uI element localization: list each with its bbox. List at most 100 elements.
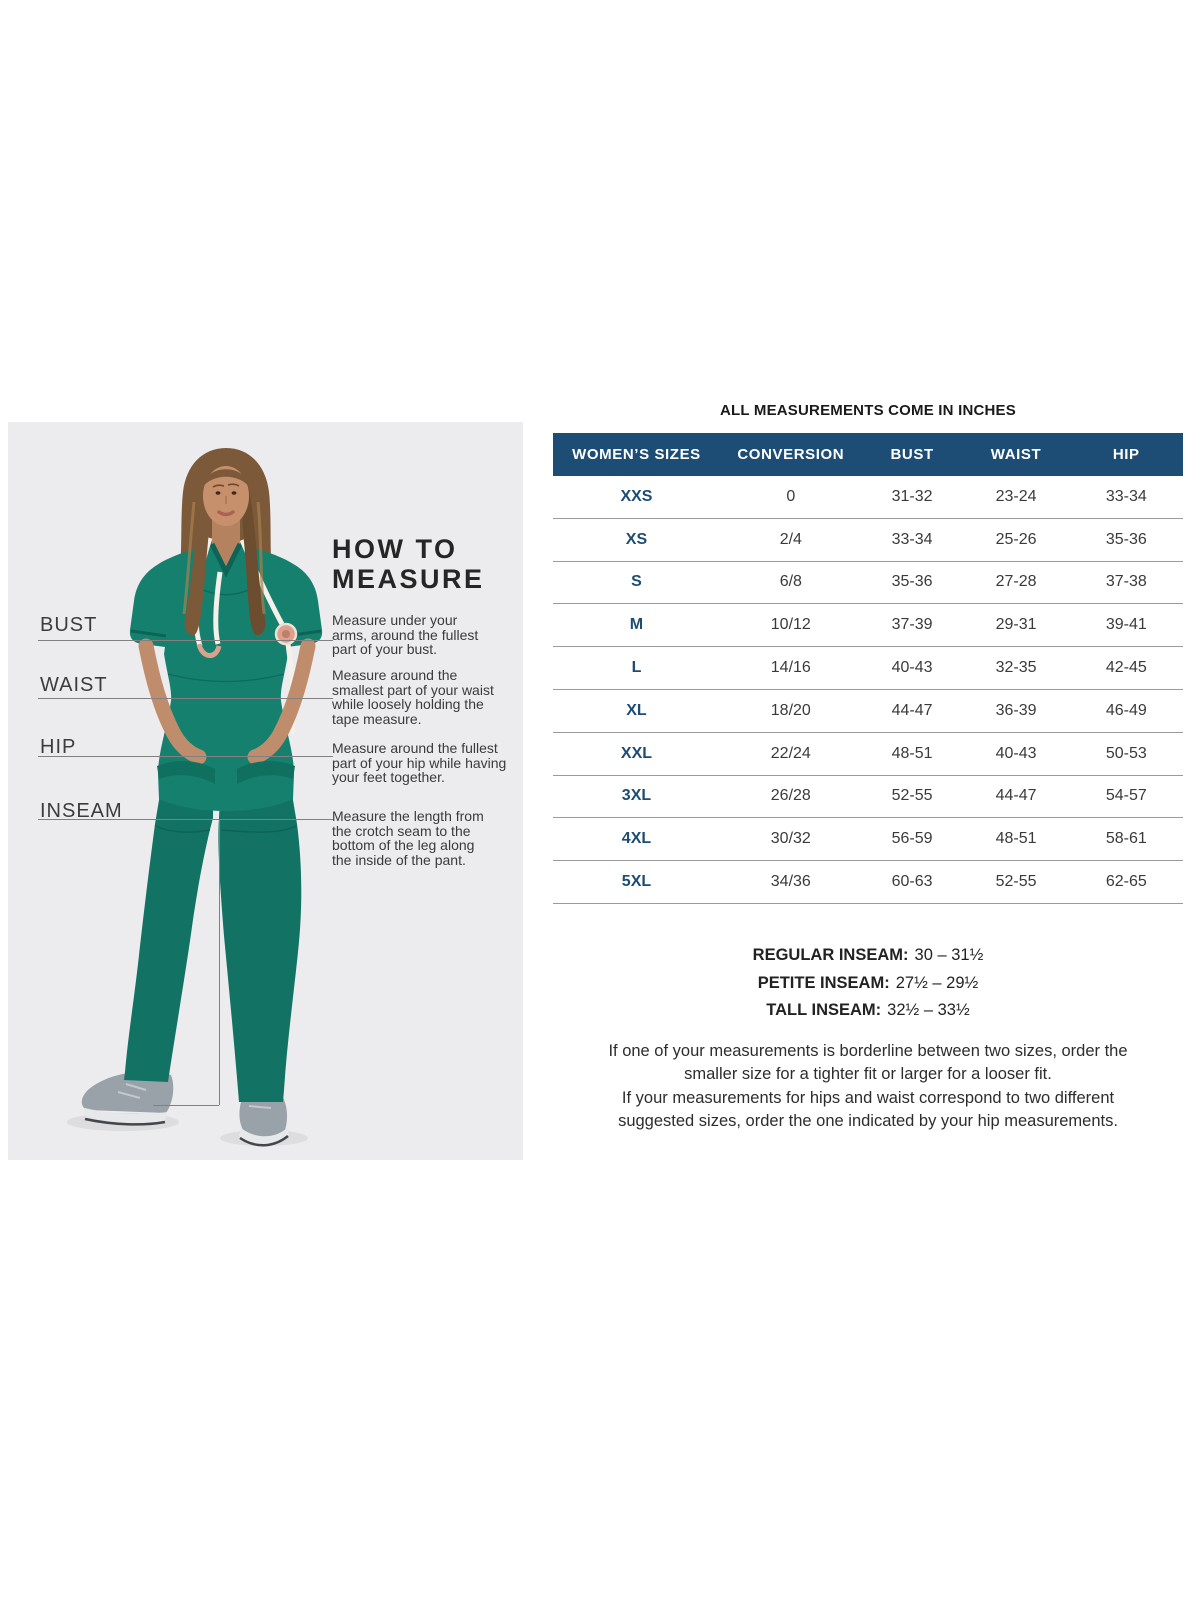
measure-label-hip: HIP xyxy=(40,736,77,758)
waist-description: Measure around the smallest part of your… xyxy=(332,667,494,727)
size-cell: XXL xyxy=(620,744,653,762)
table-row: L 14/16 40-43 32-35 42-45 xyxy=(553,647,1183,690)
fit-note-borderline: If one of your measurements is borderlin… xyxy=(608,1042,1128,1083)
value-cell: 48-51 xyxy=(891,744,933,762)
inseam-description: Measure the length from the crotch seam … xyxy=(332,808,484,868)
value-cell: 35-36 xyxy=(891,573,933,591)
hair-lock xyxy=(241,480,266,636)
inseam-value: 27½ – 29½ xyxy=(895,973,979,992)
size-cell: 4XL xyxy=(621,830,652,848)
model-photo xyxy=(67,448,323,1147)
value-cell: 48-51 xyxy=(995,830,1037,848)
size-cell: XL xyxy=(626,701,647,719)
column-header-sizes: WOMEN’S SIZES xyxy=(572,446,701,463)
chart-units-note: ALL MEASUREMENTS COME IN INCHES xyxy=(720,402,1016,419)
value-cell: 50-53 xyxy=(1105,744,1147,762)
value-cell: 32-35 xyxy=(995,659,1037,677)
how-to-measure-panel: BUST WAIST HIP INSEAM HOW TO MEASURE Mea… xyxy=(8,422,523,1160)
how-to-measure-heading: HOW TO MEASURE xyxy=(332,534,485,594)
value-cell: 52-55 xyxy=(891,787,933,805)
value-cell: 33-34 xyxy=(891,530,933,548)
size-cell: XXS xyxy=(620,487,653,505)
v-neck-trim xyxy=(209,542,243,578)
value-cell: 25-26 xyxy=(995,530,1037,548)
size-cell: 3XL xyxy=(621,787,652,805)
value-cell: 46-49 xyxy=(1105,701,1147,719)
value-cell: 42-45 xyxy=(1105,659,1147,677)
bust-description: Measure under your arms, around the full… xyxy=(332,612,479,658)
inseam-label: TALL INSEAM: xyxy=(766,1001,882,1019)
value-cell: 27-28 xyxy=(995,573,1037,591)
value-cell: 18/20 xyxy=(770,701,811,719)
table-row: 4XL 30/32 56-59 48-51 58-61 xyxy=(553,818,1183,862)
inseam-value: 30 – 31½ xyxy=(914,946,984,964)
face-features xyxy=(212,483,240,517)
value-cell: 44-47 xyxy=(891,701,933,719)
value-cell: 37-39 xyxy=(891,616,933,634)
measure-line-bust xyxy=(38,640,333,641)
size-table-body: XXS 0 31-32 23-24 33-34 XS 2/4 33-34 25-26 35-36 S… xyxy=(553,476,1183,904)
inseam-note-petite: PETITE INSEAM: 27½ – 29½ xyxy=(553,970,1183,998)
size-cell: L xyxy=(631,659,642,677)
inseam-label: PETITE INSEAM: xyxy=(757,973,890,992)
column-header-bust: BUST xyxy=(890,446,934,463)
value-cell: 14/16 xyxy=(770,659,811,677)
column-header-hip: HIP xyxy=(1112,446,1140,463)
value-cell: 40-43 xyxy=(891,659,933,677)
hip-description: Measure around the fullest part of your … xyxy=(332,740,507,786)
value-cell: 54-57 xyxy=(1105,787,1147,805)
inseam-floor-tick xyxy=(153,1105,219,1106)
size-cell: S xyxy=(631,573,642,591)
column-header-waist: WAIST xyxy=(990,446,1042,463)
inseam-note-regular: REGULAR INSEAM: 30 – 31½ xyxy=(553,942,1183,970)
value-cell: 26/28 xyxy=(770,787,811,805)
inseam-vertical-line xyxy=(219,819,220,1105)
measure-label-waist: WAIST xyxy=(40,674,108,696)
inseam-notes: REGULAR INSEAM: 30 – 31½ PETITE INSEAM: 27… xyxy=(553,942,1183,1025)
value-cell: 22/24 xyxy=(770,744,811,762)
value-cell: 39-41 xyxy=(1105,616,1147,634)
fringe xyxy=(202,469,250,488)
hair-lock xyxy=(184,480,211,636)
value-cell: 34/36 xyxy=(770,873,811,891)
table-row: XS 2/4 33-34 25-26 35-36 xyxy=(553,519,1183,562)
fit-note-hip-waist: If your measurements for hips and waist … xyxy=(618,1089,1118,1130)
measure-label-bust: BUST xyxy=(40,614,98,636)
value-cell: 37-38 xyxy=(1105,573,1147,591)
table-row: M 10/12 37-39 29-31 39-41 xyxy=(553,604,1183,648)
table-row: S 6/8 35-36 27-28 37-38 xyxy=(553,562,1183,605)
scrub-pants xyxy=(124,794,302,1102)
measure-label-inseam: INSEAM xyxy=(40,800,123,822)
pockets xyxy=(157,760,295,784)
value-cell: 60-63 xyxy=(891,873,933,891)
size-cell: XS xyxy=(625,530,648,548)
table-row: XXS 0 31-32 23-24 33-34 xyxy=(553,476,1183,519)
value-cell: 2/4 xyxy=(779,530,802,548)
size-chart-panel: ALL MEASUREMENTS COME IN INCHES WOMEN’S … xyxy=(553,402,1183,1162)
size-table-header: WOMEN’S SIZES CONVERSION BUST WAIST HIP xyxy=(553,433,1183,476)
table-row: 5XL 34/36 60-63 52-55 62-65 xyxy=(553,861,1183,904)
measure-line-inseam xyxy=(38,819,333,820)
inseam-note-tall: TALL INSEAM: 32½ – 33½ xyxy=(553,997,1183,1025)
table-row: 3XL 26/28 52-55 44-47 54-57 xyxy=(553,776,1183,819)
size-cell: 5XL xyxy=(621,873,652,891)
measure-line-waist xyxy=(38,698,333,699)
empire-seam xyxy=(167,673,285,683)
value-cell: 62-65 xyxy=(1105,873,1147,891)
measure-line-hip xyxy=(38,756,333,757)
value-cell: 52-55 xyxy=(995,873,1037,891)
inseam-label: REGULAR INSEAM: xyxy=(752,946,909,964)
size-cell: M xyxy=(629,616,644,634)
arms xyxy=(138,638,316,765)
value-cell: 36-39 xyxy=(995,701,1037,719)
value-cell: 44-47 xyxy=(995,787,1037,805)
value-cell: 30/32 xyxy=(770,830,811,848)
value-cell: 40-43 xyxy=(995,744,1037,762)
value-cell: 56-59 xyxy=(891,830,933,848)
value-cell: 10/12 xyxy=(770,616,811,634)
hair-highlight xyxy=(182,501,266,615)
value-cell: 35-36 xyxy=(1105,530,1147,548)
table-row: XXL 22/24 48-51 40-43 50-53 xyxy=(553,733,1183,776)
value-cell: 33-34 xyxy=(1105,487,1147,505)
